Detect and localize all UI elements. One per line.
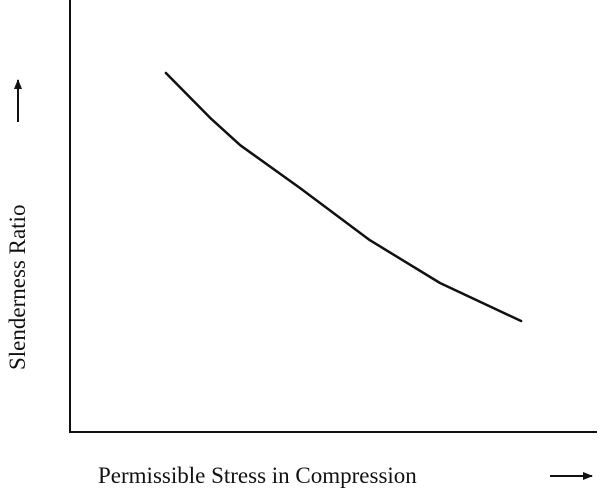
curve [164, 71, 523, 323]
y-axis-label: Slenderness Ratio [5, 205, 30, 370]
x-axis-label: Permissible Stress in Compression [98, 463, 417, 488]
